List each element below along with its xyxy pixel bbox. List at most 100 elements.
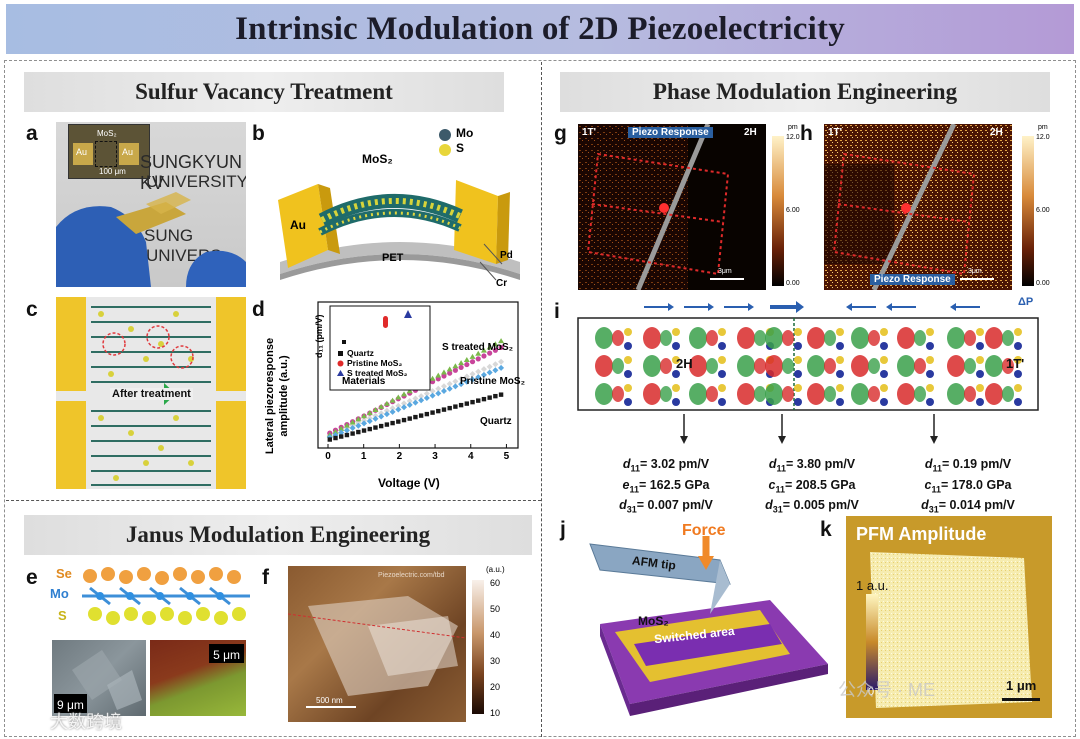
data-point [452,383,459,390]
scale-label: 3μm [718,268,732,275]
data-point [332,431,339,438]
atom-mo [880,342,888,350]
page-title: Intrinsic Modulation of 2D Piezoelectric… [235,10,845,47]
charge-lobe [985,355,1003,377]
x-tick-label: 2 [397,451,403,460]
data-point [440,369,447,375]
data-point [412,399,419,406]
panel-c-lattice: After treatment [56,297,246,489]
atom-mo [672,398,680,406]
atom-mo [976,342,984,350]
data-point [423,394,430,401]
coef-line: c11= 178.0 GPa [924,477,1012,495]
section-title: Phase Modulation Engineering [652,79,958,104]
atom-s [1014,384,1022,392]
charge-lobe [947,383,965,405]
data-point [361,428,367,433]
charge-lobe [765,383,783,405]
charge-lobe [897,355,915,377]
panel-a-photo: MoS₂ Au Au 100 μm SUNGKYUN KV UNIVERSITY… [56,122,246,287]
panel-h-colorbar [1022,136,1034,286]
inset-point-quartz [342,340,346,344]
piezo-response-label: Piezo Response [628,127,713,138]
atom-mo [794,398,802,406]
data-point [418,393,425,400]
mo-label: Mo [50,586,69,601]
charge-lobe [643,327,661,349]
pointer-arrows [680,414,938,444]
data-point [418,413,424,418]
scale-bar [960,278,994,280]
panel-label-i: i [554,300,560,323]
atom-s [926,328,934,336]
colorbar-mid: 6.00 [1036,207,1050,214]
panel-f-colorbar [472,580,484,714]
mos2-label: MoS₂ [362,152,393,166]
data-point [390,420,395,426]
pfm-amplitude-map [866,552,1040,708]
data-point [383,407,390,414]
delta-p-label: ΔP [1018,296,1034,308]
scale-label: 1 μm [1006,678,1037,693]
section-header-sulfur: Sulfur Vacancy Treatment [24,72,504,112]
inset-point-streated [404,310,412,318]
scale-bar [710,278,744,280]
data-point [361,413,368,419]
charge-lobe [914,330,926,346]
panel-label-e: e [26,566,38,589]
data-point [355,422,362,429]
colorbar-tick: 20 [490,682,501,692]
data-point [401,417,407,423]
data-point [452,378,459,385]
data-point [406,401,413,408]
charge-lobe [824,330,836,346]
data-point [446,366,453,372]
data-point [424,411,430,417]
coef-line: d31= 0.014 pm/V [921,498,1015,515]
mos2-label: MoS₂ [638,614,669,628]
data-point [458,375,465,382]
atom-mo [880,398,888,406]
charge-lobe [660,330,672,346]
coef-line: d11= 3.80 pm/V [768,457,856,474]
charge-lobe [612,330,624,346]
au-label-right: Au [122,147,134,157]
atom-mo [836,370,844,378]
charge-lobe [851,355,869,377]
colorbar-bottom: 0.00 [786,280,800,287]
force-label: Force [682,522,726,539]
atom-s [794,356,802,364]
piezo-map-2h [578,124,730,290]
series-label: S treated MoS₂ [442,342,513,353]
legend-label: S treated MoS₂ [347,368,408,378]
coefficients-interface: d11= 3.80 pm/V c11= 208.5 GPa d31= 0.005… [742,456,882,518]
optical-micrograph: 9 μm [52,640,146,716]
panel-label-a: a [26,122,38,145]
data-point [498,344,504,351]
charge-lobe [914,358,926,374]
x-tick-label: 5 [504,451,510,460]
panel-h-piezo-map: 1T' 2H Piezo Response 3μm [824,124,1012,290]
data-point [475,368,482,375]
data-point [447,405,452,411]
charge-lobe [643,355,661,377]
data-point [406,397,413,404]
data-point [480,371,487,378]
data-point [395,402,402,409]
watermark-right: 公众号 · ME [838,680,935,700]
charge-lobe [1002,358,1014,374]
charge-lobe [595,383,613,405]
legend-marker [338,351,343,356]
title-banner: Intrinsic Modulation of 2D Piezoelectric… [6,4,1074,54]
panel-label-j: j [560,518,566,541]
data-point [486,344,493,350]
data-point [458,360,465,366]
atom-mo [624,398,632,406]
scale-label: 9 μm [57,698,84,712]
atom-mo [794,342,802,350]
pet-label: PET [382,252,404,264]
data-point [406,388,413,394]
charge-lobe [807,383,825,405]
data-point [470,399,475,405]
afm-switching-diagram [589,536,828,716]
